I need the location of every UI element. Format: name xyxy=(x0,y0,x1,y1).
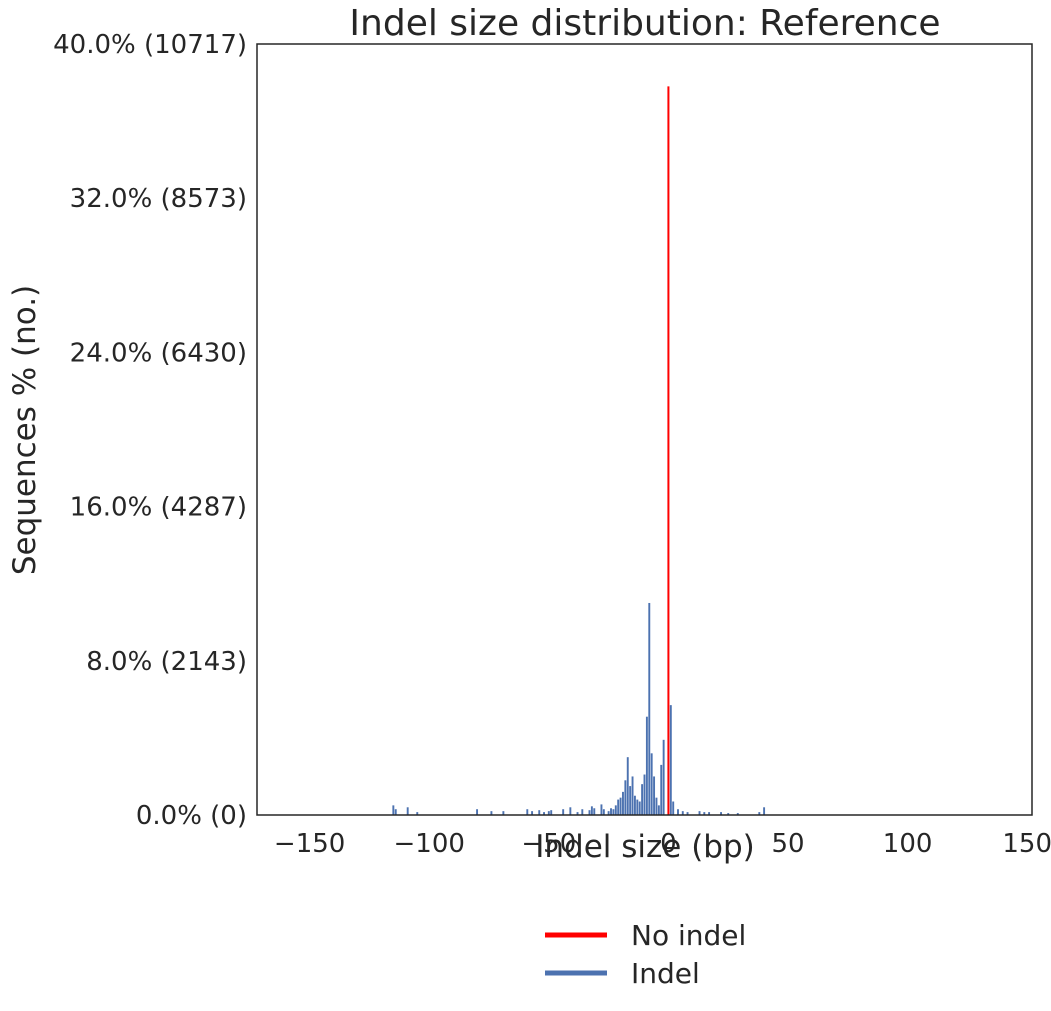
indel-bar xyxy=(669,705,672,815)
indel-bar xyxy=(588,810,591,815)
indel-bar xyxy=(543,812,545,815)
indel-bar xyxy=(636,799,639,815)
indel-bar xyxy=(394,809,397,815)
indel-bar xyxy=(736,813,739,815)
indel-bar xyxy=(681,811,684,815)
indel-bar xyxy=(626,757,629,815)
indel-bar xyxy=(653,776,656,815)
indel-bar xyxy=(619,797,622,815)
indel-bar xyxy=(569,807,572,815)
indel-bar xyxy=(643,774,646,815)
indel-bar xyxy=(502,811,505,815)
indel-bar xyxy=(593,808,596,815)
indel-bar xyxy=(392,805,395,815)
indel-bar xyxy=(763,807,766,815)
x-tick-label: 100 xyxy=(883,829,933,859)
y-tick-label: 16.0% (4287) xyxy=(70,493,247,523)
indel-bar xyxy=(602,809,605,815)
indel-bar xyxy=(547,811,550,815)
indel-bar xyxy=(657,805,660,815)
indel-bar xyxy=(612,809,615,815)
y-axis-label: Sequences % (no.) xyxy=(7,285,43,575)
y-tick-label: 40.0% (10717) xyxy=(53,30,247,60)
indel-bar xyxy=(686,812,689,815)
x-tick-label: 0 xyxy=(660,829,677,859)
y-axis-ticks: 0.0% (0) 8.0% (2143) 16.0% (4287) 24.0% (64… xyxy=(53,30,247,831)
chart-legend: No indel Indel xyxy=(545,919,746,990)
x-tick-label: −150 xyxy=(274,829,345,859)
y-tick-label: 8.0% (2143) xyxy=(86,647,247,677)
y-tick-label: 24.0% (6430) xyxy=(70,338,247,368)
indel-bar xyxy=(703,812,706,815)
x-tick-label: −100 xyxy=(394,829,465,859)
chart-title: Indel size distribution: Reference xyxy=(349,3,940,44)
x-tick-label: −50 xyxy=(521,829,576,859)
indel-bar xyxy=(727,813,730,815)
indel-bar xyxy=(622,791,624,815)
legend-label: No indel xyxy=(631,919,746,952)
indel-bar xyxy=(638,801,641,815)
indel-bar xyxy=(633,795,636,815)
indel-bar xyxy=(406,807,409,815)
indel-bar xyxy=(662,739,665,815)
y-tick-label: 0.0% (0) xyxy=(136,801,247,831)
indel-bar xyxy=(581,809,584,815)
indel-bar xyxy=(645,716,648,815)
indel-bar xyxy=(698,811,701,815)
indel-bar xyxy=(600,804,603,815)
indel-bar xyxy=(631,776,634,815)
indel-bar xyxy=(590,806,593,815)
indel-bar xyxy=(490,811,493,815)
plot-area xyxy=(256,43,1033,816)
y-tick-label: 32.0% (8573) xyxy=(70,184,247,214)
indel-bar xyxy=(655,797,658,815)
indel-bar xyxy=(648,602,651,815)
indel-bar xyxy=(610,808,612,815)
indel-bar xyxy=(607,811,610,815)
indel-bar xyxy=(650,753,653,815)
indel-bar xyxy=(641,784,644,815)
indel-bar xyxy=(629,786,632,815)
indel-bar xyxy=(538,810,541,815)
legend-label: Indel xyxy=(631,957,700,990)
indel-bar xyxy=(531,811,534,815)
indel-bar xyxy=(526,809,529,815)
plot-frame xyxy=(256,43,1033,816)
indel-bar xyxy=(576,812,579,815)
indel-bar xyxy=(677,809,679,815)
indel-bar xyxy=(660,764,663,815)
x-tick-label: 150 xyxy=(1002,829,1051,859)
x-axis-label: Indel size (bp) xyxy=(535,829,755,865)
indel-bar xyxy=(562,809,565,815)
indel-bar xyxy=(672,801,675,815)
x-axis-ticks: −150 −100 −50 0 50 100 150 xyxy=(274,829,1051,859)
indel-bar xyxy=(708,812,711,815)
indel-bar xyxy=(758,812,761,815)
indel-bar-series xyxy=(392,602,766,815)
indel-bar xyxy=(617,799,620,815)
indel-bar xyxy=(720,812,722,815)
indel-bar xyxy=(416,812,419,815)
indel-bar xyxy=(614,805,617,815)
indel-bar xyxy=(550,810,553,815)
indel-bar xyxy=(476,809,479,815)
x-tick-label: 50 xyxy=(771,829,804,859)
indel-bar xyxy=(624,780,627,815)
